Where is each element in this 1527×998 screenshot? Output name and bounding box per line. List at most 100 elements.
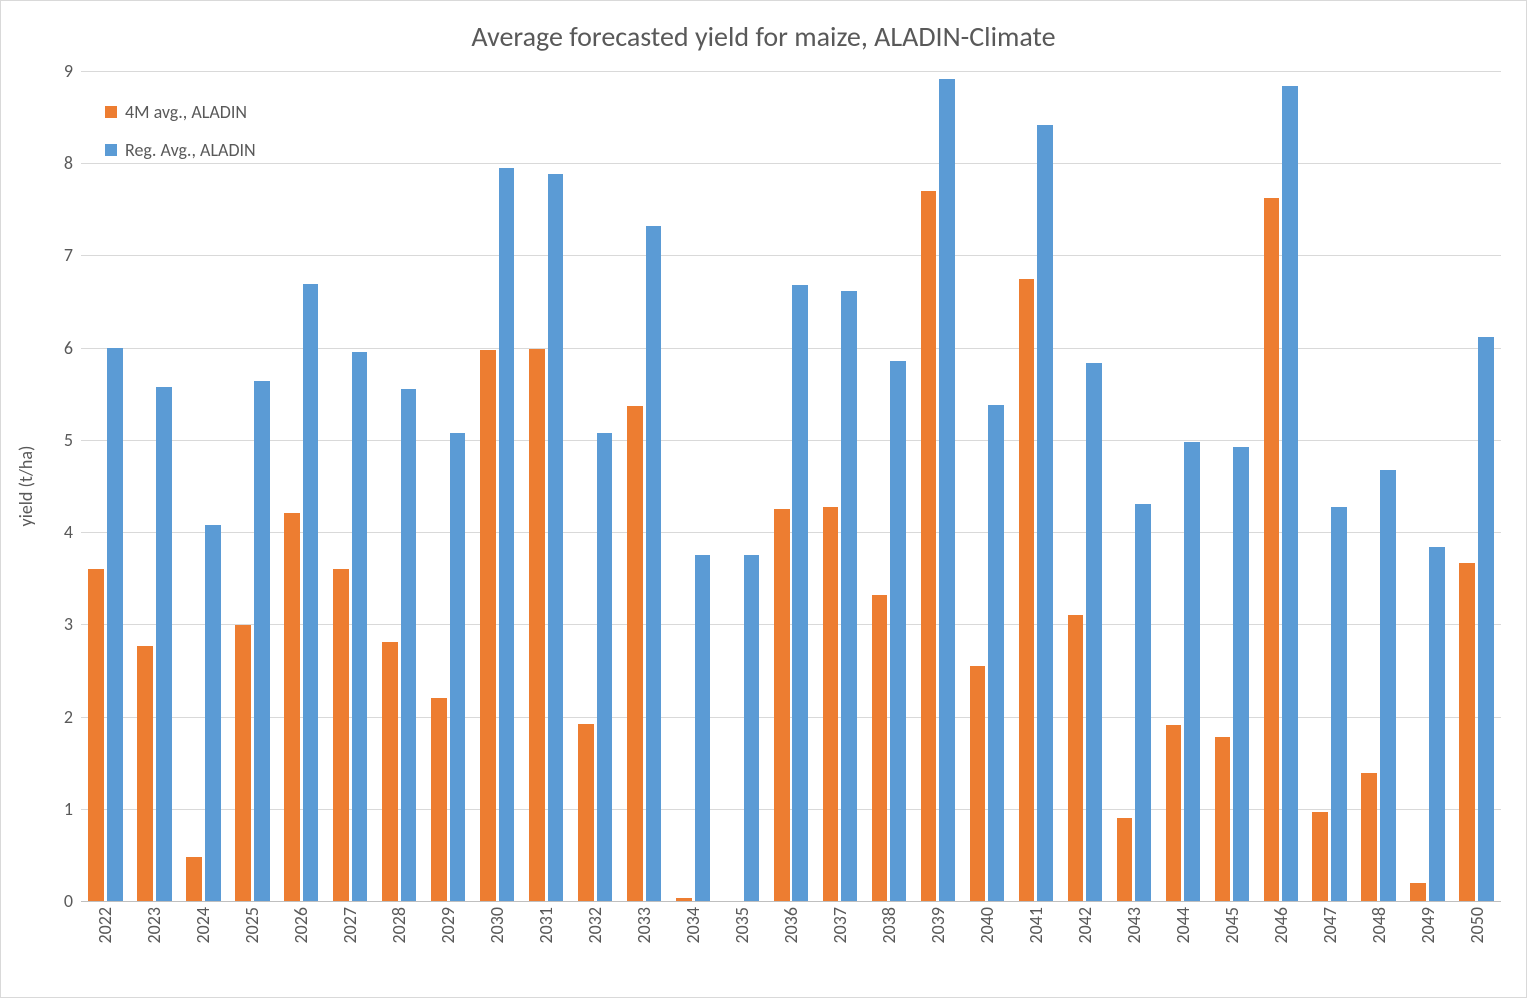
x-tick-label: 2025 [241, 907, 263, 944]
bar [823, 507, 839, 901]
y-tick-label: 3 [64, 613, 73, 635]
bar [1215, 737, 1231, 901]
bar [431, 698, 447, 901]
x-tick-label: 2029 [437, 907, 459, 944]
bar [1135, 504, 1151, 901]
y-tick-label: 9 [64, 60, 73, 82]
bar [401, 389, 417, 901]
x-tick-label: 2046 [1270, 907, 1292, 944]
bar [382, 642, 398, 901]
bar [1410, 883, 1426, 901]
bar [107, 348, 123, 901]
y-tick-label: 7 [64, 244, 73, 266]
bar [1429, 547, 1445, 901]
bar [480, 350, 496, 901]
x-tick-label: 2050 [1466, 907, 1488, 944]
bar [1068, 615, 1084, 901]
y-tick-label: 5 [64, 429, 73, 451]
bar [1380, 470, 1396, 901]
x-tick-label: 2036 [780, 907, 802, 944]
legend-label: Reg. Avg., ALADIN [125, 139, 256, 161]
x-tick-label: 2035 [731, 907, 753, 944]
bar [450, 433, 466, 901]
bar [499, 168, 515, 901]
x-tick-label: 2041 [1025, 907, 1047, 944]
bar [1037, 125, 1053, 901]
bar [254, 381, 270, 901]
bar [1459, 563, 1475, 901]
y-tick-label: 4 [64, 521, 73, 543]
bar [744, 555, 760, 901]
bar [186, 857, 202, 901]
bar [597, 433, 613, 901]
bar [1361, 773, 1377, 901]
x-tick-label: 2039 [927, 907, 949, 944]
bar [921, 191, 937, 901]
bar [695, 555, 711, 901]
bar [548, 174, 564, 901]
x-tick-label: 2027 [339, 907, 361, 944]
y-tick-label: 1 [64, 798, 73, 820]
bar [841, 291, 857, 901]
bar [578, 724, 594, 901]
bar [284, 513, 300, 901]
x-tick-label: 2037 [829, 907, 851, 944]
bar [235, 625, 251, 901]
x-tick-label: 2040 [976, 907, 998, 944]
y-axis-title: yield (t/ha) [15, 446, 37, 527]
bar [156, 387, 172, 901]
bar [1331, 507, 1347, 901]
bar [774, 509, 790, 901]
bar [1282, 86, 1298, 901]
legend-item: 4M avg., ALADIN [105, 101, 256, 123]
bar [970, 666, 986, 901]
x-tick-label: 2028 [388, 907, 410, 944]
y-tick-label: 2 [64, 706, 73, 728]
bar [137, 646, 153, 901]
x-tick-label: 2024 [192, 907, 214, 944]
x-tick-label: 2022 [94, 907, 116, 944]
chart-container: Average forecasted yield for maize, ALAD… [0, 0, 1527, 998]
x-tick-label: 2023 [143, 907, 165, 944]
legend-swatch [105, 144, 117, 156]
bar [1086, 363, 1102, 901]
bar [333, 569, 349, 901]
bar [676, 898, 692, 901]
x-tick-label: 2038 [878, 907, 900, 944]
bar [646, 226, 662, 901]
y-tick-label: 8 [64, 152, 73, 174]
legend-swatch [105, 106, 117, 118]
x-tick-label: 2048 [1368, 907, 1390, 944]
x-tick-label: 2042 [1074, 907, 1096, 944]
legend-item: Reg. Avg., ALADIN [105, 139, 256, 161]
bar [1184, 442, 1200, 901]
chart-title: Average forecasted yield for maize, ALAD… [1, 19, 1526, 54]
x-tick-label: 2026 [290, 907, 312, 944]
gridline [81, 901, 1501, 902]
x-tick-label: 2044 [1172, 907, 1194, 944]
x-tick-label: 2043 [1123, 907, 1145, 944]
y-tick-label: 0 [64, 890, 73, 912]
x-tick-label: 2047 [1319, 907, 1341, 944]
x-tick-label: 2032 [584, 907, 606, 944]
bar [205, 525, 221, 901]
bar [988, 405, 1004, 901]
bar [1478, 337, 1494, 901]
x-tick-label: 2049 [1417, 907, 1439, 944]
bar [627, 406, 643, 901]
y-tick-label: 6 [64, 337, 73, 359]
x-tick-label: 2030 [486, 907, 508, 944]
x-tick-label: 2033 [633, 907, 655, 944]
bar [872, 595, 888, 901]
bar [792, 285, 808, 901]
bar [1233, 447, 1249, 901]
plot-area: yield (t/ha) 0123456789 2022202320242025… [81, 71, 1501, 901]
bars-layer [81, 71, 1501, 901]
bar [1019, 279, 1035, 902]
bar [1264, 198, 1280, 901]
bar [352, 352, 368, 901]
legend: 4M avg., ALADIN Reg. Avg., ALADIN [105, 101, 256, 177]
bar [939, 79, 955, 901]
bar [529, 349, 545, 901]
x-tick-label: 2031 [535, 907, 557, 944]
